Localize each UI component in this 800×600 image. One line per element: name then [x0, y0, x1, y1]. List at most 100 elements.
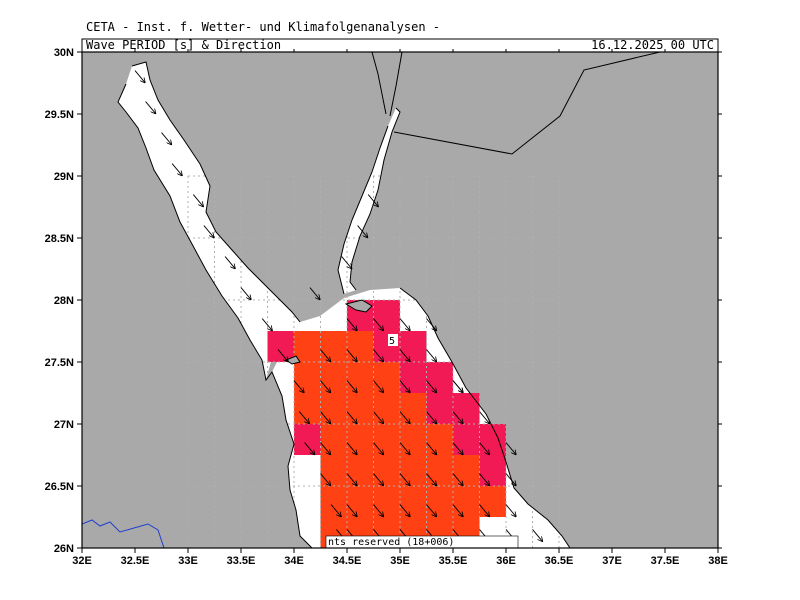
period-cell-mid: [294, 424, 321, 455]
direction-arrow: [426, 411, 437, 424]
direction-arrow: [298, 411, 309, 424]
lon-tick-label: 36.5E: [545, 555, 574, 567]
header-datetime: 16.12.2025 00 UTC: [591, 38, 714, 52]
direction-arrow: [426, 349, 437, 362]
direction-arrow: [293, 380, 304, 393]
header-variable: Wave_PERIOD_[s]_&_Direction: [86, 38, 281, 52]
direction-arrow: [373, 349, 384, 362]
period-cell-mid: [479, 455, 506, 486]
lon-tick-label: 36E: [496, 555, 516, 567]
direction-arrow: [341, 256, 352, 269]
period-cell-high: [320, 486, 506, 517]
direction-arrow: [134, 70, 145, 83]
direction-arrow: [330, 504, 341, 517]
direction-arrow: [479, 504, 490, 517]
direction-arrow: [426, 504, 437, 517]
direction-arrow: [452, 442, 463, 455]
period-cell-high: [294, 393, 427, 424]
direction-arrow: [426, 318, 437, 331]
direction-arrow: [373, 318, 384, 331]
lat-tick-label: 27.5N: [45, 357, 74, 369]
direction-arrow: [277, 349, 288, 362]
direction-arrow: [399, 504, 410, 517]
direction-arrow: [399, 442, 410, 455]
footer-note: nts reserved (18+006): [328, 537, 454, 548]
direction-arrow: [479, 442, 490, 455]
direction-arrow: [399, 349, 410, 362]
direction-arrow: [452, 504, 463, 517]
direction-arrow: [505, 504, 516, 517]
lat-tick-label: 28N: [54, 295, 74, 307]
direction-arrow: [373, 473, 384, 486]
lat-tick-label: 26.5N: [45, 481, 74, 493]
direction-arrow: [346, 380, 357, 393]
lon-tick-label: 34.5E: [333, 555, 362, 567]
direction-arrow: [261, 318, 272, 331]
lat-tick-label: 29N: [54, 171, 74, 183]
map-body: 5 nts reserved (18+006): [82, 52, 718, 548]
direction-arrow: [452, 473, 463, 486]
lon-tick-label: 38E: [708, 555, 728, 567]
direction-arrow: [479, 473, 490, 486]
direction-arrow: [367, 194, 378, 207]
direction-arrow: [399, 380, 410, 393]
direction-arrow: [320, 380, 331, 393]
direction-arrow: [346, 411, 357, 424]
direction-arrow: [399, 473, 410, 486]
direction-arrow: [320, 442, 331, 455]
direction-arrow: [203, 225, 214, 238]
direction-arrow: [357, 225, 368, 238]
direction-arrow: [426, 473, 437, 486]
lat-tick-label: 26N: [54, 543, 74, 555]
direction-arrow: [346, 442, 357, 455]
direction-arrow: [479, 411, 490, 424]
direction-arrow: [505, 442, 516, 455]
lon-tick-label: 35E: [390, 555, 410, 567]
direction-arrow: [161, 132, 172, 145]
period-cell-mid: [267, 331, 294, 362]
direction-arrow: [346, 349, 357, 362]
direction-arrow: [452, 411, 463, 424]
direction-arrow: [373, 380, 384, 393]
direction-arrow: [320, 473, 331, 486]
lon-tick-label: 33E: [178, 555, 198, 567]
direction-arrow: [240, 287, 251, 300]
lon-tick-label: 37E: [602, 555, 622, 567]
direction-arrow: [171, 163, 182, 176]
direction-arrow: [452, 380, 463, 393]
direction-arrow: [373, 442, 384, 455]
footer-note-box: [325, 535, 519, 548]
direction-arrow: [320, 411, 331, 424]
axes: 32E 32.5E 33E 33.5E 34E 34.5E 35E 35.5E 36E 36.5E…: [45, 47, 728, 567]
period-cell-high: [320, 455, 506, 486]
direction-arrow: [399, 318, 410, 331]
lon-tick-label: 32.5E: [121, 555, 150, 567]
direction-arrow: [346, 318, 357, 331]
direction-arrow: [373, 411, 384, 424]
lat-tick-label: 27N: [54, 419, 74, 431]
lon-tick-label: 34E: [284, 555, 304, 567]
direction-arrow: [346, 504, 357, 517]
direction-arrow: [426, 442, 437, 455]
direction-arrow: [224, 256, 235, 269]
lon-tick-label: 35.5E: [439, 555, 468, 567]
direction-arrow: [145, 101, 156, 114]
grid-lines: [187, 175, 560, 548]
river-line: [82, 519, 165, 548]
lat-tick-label: 29.5N: [45, 109, 74, 121]
lon-tick-label: 37.5E: [651, 555, 680, 567]
lat-tick-label: 30N: [54, 47, 74, 59]
direction-arrow: [346, 473, 357, 486]
coastlines-borders: [117, 52, 661, 548]
direction-arrow: [304, 442, 315, 455]
direction-arrows: [134, 70, 543, 542]
contour-label: 5: [389, 336, 395, 347]
contour-label-box: [388, 334, 398, 346]
direction-arrow: [505, 473, 516, 486]
header-title: CETA - Inst. f. Wetter- und Klimafolgena…: [86, 20, 440, 34]
direction-arrow: [309, 287, 320, 300]
direction-arrow: [399, 411, 410, 424]
direction-arrow: [320, 349, 331, 362]
period-cell-high: [294, 331, 374, 362]
